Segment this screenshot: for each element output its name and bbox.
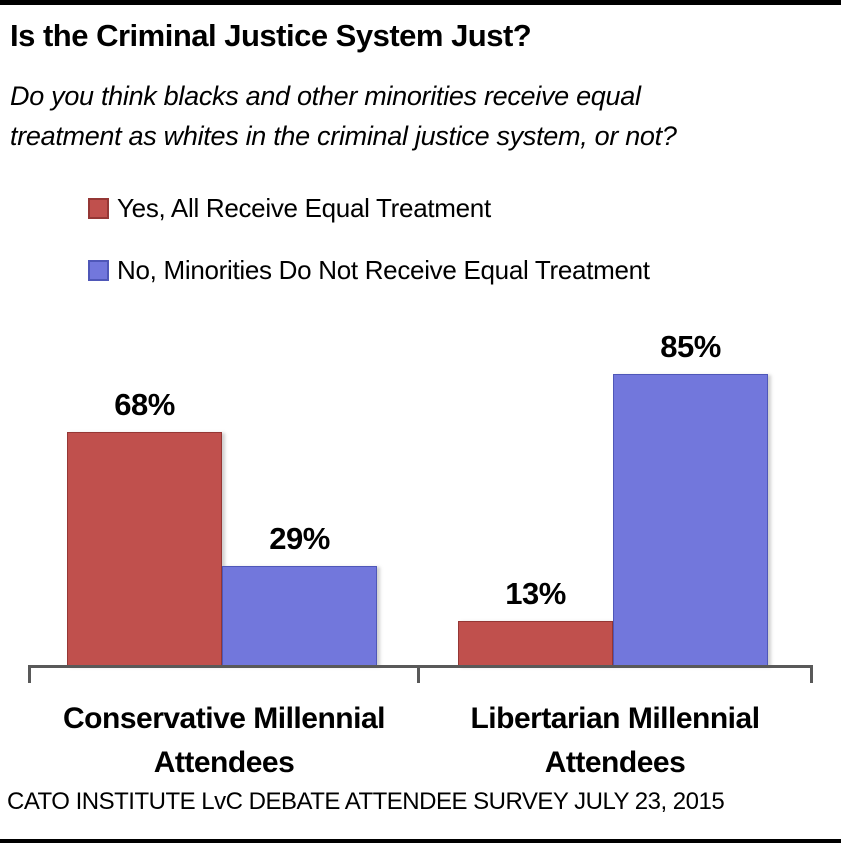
x-axis-tick-right [810, 665, 813, 683]
bar-libertarian-no [613, 374, 768, 666]
legend-label-no: No, Minorities Do Not Receive Equal Trea… [117, 254, 650, 285]
x-axis-tick-left [28, 665, 31, 683]
source-note: CATO INSTITUTE LvC DEBATE ATTENDEE SURVE… [7, 788, 725, 815]
bar-cell-libertarian-no: 85% [613, 329, 768, 666]
category-label-conservative: Conservative Millennial Attendees [63, 702, 385, 779]
bar-cell-conservative-yes: 68% [67, 387, 222, 666]
chart-subtitle-line-1: Do you think blacks and other minorities… [10, 81, 641, 111]
bar-libertarian-yes [458, 621, 613, 666]
bar-group-libertarian: 13% 85% [458, 329, 768, 666]
bar-value-label: 85% [660, 329, 721, 364]
legend-swatch-red-icon [88, 197, 109, 219]
legend-label-yes: Yes, All Receive Equal Treatment [117, 192, 491, 223]
legend-item-yes: Yes, All Receive Equal Treatment [88, 192, 650, 223]
category-label-libertarian: Libertarian Millennial Attendees [470, 702, 760, 779]
legend-swatch-blue-icon [88, 259, 109, 281]
chart-legend: Yes, All Receive Equal Treatment No, Min… [88, 192, 650, 319]
chart-subtitle-line-2: treatment as whites in the criminal just… [10, 121, 677, 151]
bar-cell-libertarian-yes: 13% [458, 576, 613, 666]
bar-conservative-no [222, 566, 377, 666]
bottom-border [0, 839, 841, 843]
bar-value-label: 68% [114, 387, 175, 422]
bar-conservative-yes [67, 432, 222, 666]
legend-item-no: No, Minorities Do Not Receive Equal Trea… [88, 254, 650, 285]
bar-value-label: 13% [505, 576, 566, 611]
x-axis-tick-middle [417, 665, 420, 683]
bar-group-conservative: 68% 29% [67, 387, 377, 666]
bar-cell-conservative-no: 29% [222, 521, 377, 666]
bar-value-label: 29% [269, 521, 330, 556]
chart-title: Is the Criminal Justice System Just? [10, 18, 532, 53]
x-axis-line [28, 665, 813, 668]
top-border [0, 0, 841, 5]
chart-subtitle: Do you think blacks and other minorities… [10, 76, 830, 156]
